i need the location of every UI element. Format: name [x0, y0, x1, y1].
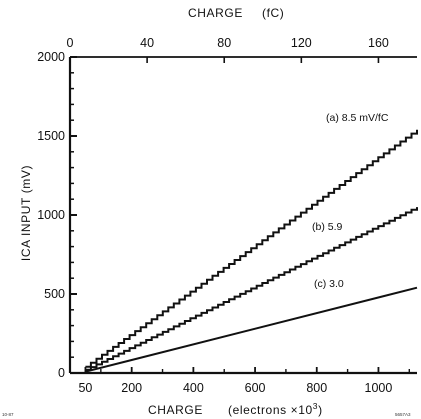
- corner-mark-left: 10-87: [2, 412, 14, 417]
- x-top-tick-label: 160: [368, 36, 389, 50]
- corner-mark-right: 5657A3: [395, 412, 411, 417]
- bottom-axis-title-unit: (electrons ×103): [228, 401, 323, 417]
- y-tick-label: 1000: [37, 208, 65, 222]
- x-top-tick-label: 40: [140, 36, 154, 50]
- tick-labels: 0 500 1000 1500 2000 50 200 400 600 800 1000 0 40 80 1…: [37, 36, 392, 395]
- y-tick-label: 500: [44, 287, 65, 301]
- x-bottom-tick-label: 400: [183, 381, 204, 395]
- x-bottom-tick-label: 800: [306, 381, 327, 395]
- bottom-axis-unit-exp: 3: [313, 401, 318, 411]
- top-axis-title-unit: (fC): [262, 6, 284, 20]
- series-label-3: (c) 3.0: [314, 278, 344, 290]
- series-line-2: [85, 207, 418, 371]
- series-group: [85, 129, 418, 373]
- series-line-3: [85, 286, 418, 373]
- top-axis-title-name: CHARGE: [188, 6, 243, 20]
- plot-frame: [68, 56, 417, 375]
- x-top-tick-label: 80: [217, 36, 231, 50]
- x-bottom-tick-label: 50: [78, 381, 92, 395]
- series-label-2: (b) 5.9: [312, 221, 343, 233]
- bottom-axis-unit-suffix: ): [318, 403, 323, 417]
- x-top-tick-label: 0: [67, 36, 74, 50]
- series-label-1: (a) 8.5 mV/fC: [326, 112, 389, 124]
- x-bottom-tick-label: 600: [245, 381, 266, 395]
- y-tick-label: 1500: [37, 129, 65, 143]
- x-bottom-tick-label: 1000: [365, 381, 393, 395]
- series-line-1: [85, 129, 418, 368]
- bottom-axis-title-name: CHARGE: [148, 403, 203, 417]
- y-axis-title: ICA INPUT (mV): [19, 165, 33, 261]
- y-tick-label: 2000: [37, 50, 65, 64]
- x-bottom-tick-label: 200: [121, 381, 142, 395]
- bottom-axis-unit-prefix: (electrons ×10: [228, 403, 313, 417]
- x-top-tick-label: 120: [291, 36, 312, 50]
- axis-ticks: [69, 56, 410, 374]
- y-tick-label: 0: [58, 366, 65, 380]
